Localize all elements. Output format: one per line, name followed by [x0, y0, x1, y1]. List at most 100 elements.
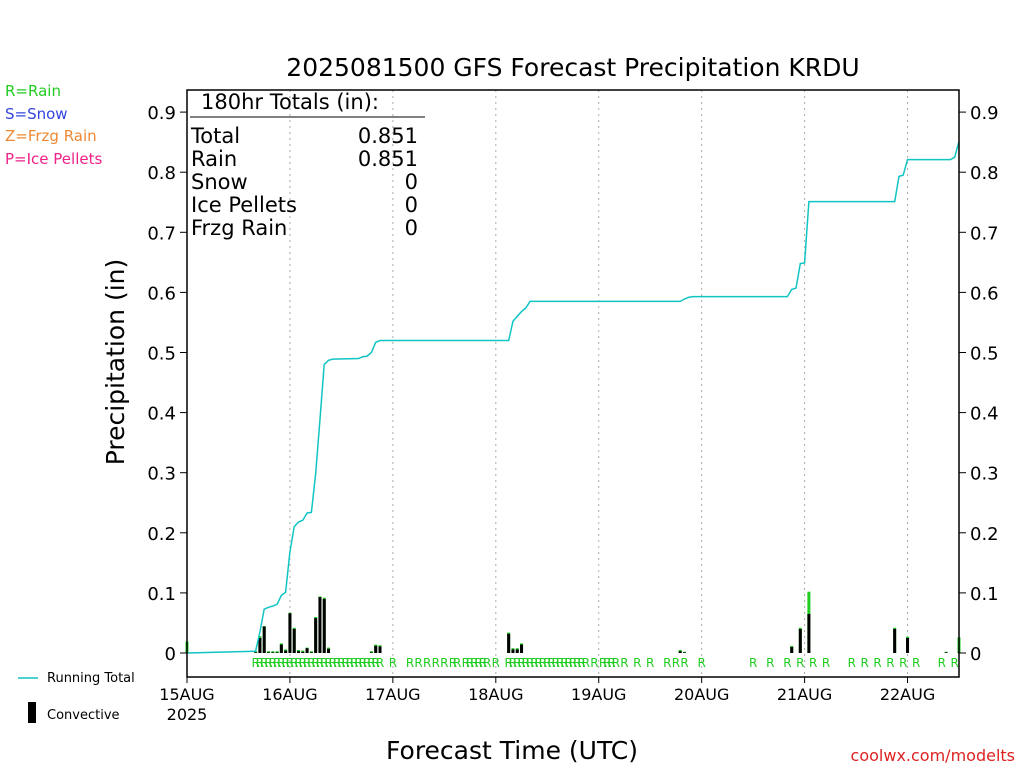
precip-type-marker: R	[307, 656, 315, 670]
precip-type-marker: R	[509, 656, 517, 670]
precip-type-marker: R	[462, 656, 470, 670]
rain-bar	[271, 651, 275, 653]
totals-heading: 180hr Totals (in):	[201, 90, 379, 114]
precip-type-marker: R	[350, 656, 358, 670]
precip-type-marker: R	[449, 656, 457, 670]
convective-bar	[279, 644, 283, 653]
y-tick-label-left: 0.8	[147, 163, 176, 184]
precip-type-marker: R	[796, 656, 804, 670]
y-tick-label-left: 0.9	[147, 103, 176, 124]
precip-type-marker: R	[440, 656, 448, 670]
convective-legend-swatch	[28, 702, 36, 723]
totals-value-ice-pellets: 0	[405, 193, 418, 217]
y-tick-label-right: 0.3	[970, 464, 999, 485]
precip-type-marker: R	[663, 656, 671, 670]
y-axis-label: Precipitation (in)	[101, 259, 130, 466]
running-total-line	[186, 141, 960, 654]
precip-type-marker: R	[547, 656, 555, 670]
convective-bar	[266, 652, 270, 653]
precip-type-marker: R	[337, 656, 345, 670]
totals-label-snow: Snow	[191, 170, 248, 194]
precip-type-marker: R	[633, 656, 641, 670]
precip-type-marker: R	[504, 656, 512, 670]
precip-type-marker: R	[290, 656, 298, 670]
convective-bar	[683, 652, 687, 653]
convective-bar	[515, 649, 519, 653]
precip-type-marker: R	[324, 656, 332, 670]
precip-type-marker: R	[680, 656, 688, 670]
precip-type-marker: R	[432, 656, 440, 670]
totals-value-snow: 0	[405, 170, 418, 194]
precip-type-marker: R	[556, 656, 564, 670]
y-tick-label-right: 0	[970, 644, 981, 665]
precip-type-marker: R	[607, 656, 615, 670]
y-tick-label-left: 0.4	[147, 404, 176, 425]
precip-type-marker: R	[848, 656, 856, 670]
precip-type-marker: R	[342, 656, 350, 670]
totals-box: 180hr Totals (in): Total 0.851 Rain 0.85…	[190, 90, 425, 240]
convective-bar	[507, 633, 511, 653]
convective-bar	[327, 648, 331, 653]
x-axis-label: Forecast Time (UTC)	[386, 736, 638, 765]
precip-type-marker: R	[256, 656, 264, 670]
precip-type-marker: R	[569, 656, 577, 670]
y-tick-label-right: 0.7	[970, 223, 999, 244]
legend-rain: R=Rain	[5, 82, 61, 100]
precip-type-marker: R	[320, 656, 328, 670]
precip-type-marker: R	[359, 656, 367, 670]
precip-type-marker: R	[577, 656, 585, 670]
totals-label-ice-pellets: Ice Pellets	[191, 193, 297, 217]
convective-bar	[378, 646, 382, 653]
axes-layer: 0 00.1 0.10.2 0.20.3 0.30.4 0.40.5 0.50.6 0.60.…	[147, 103, 998, 724]
rain-bar	[275, 651, 279, 653]
precip-type-marker: R	[522, 656, 530, 670]
precip-type-marker: R	[539, 656, 547, 670]
x-tick-label: 15AUG	[159, 685, 214, 704]
precip-type-marker: R	[899, 656, 907, 670]
running-total-legend-label: Running Total	[47, 671, 135, 686]
y-tick-label-left: 0	[165, 644, 176, 665]
precip-type-marker: R	[517, 656, 525, 670]
legend-snow: S=Snow	[5, 105, 68, 123]
precip-type-marker: R	[697, 656, 705, 670]
precip-type-marker: R	[552, 656, 560, 670]
precip-type-marker: R	[363, 656, 371, 670]
precip-type-marker: R	[809, 656, 817, 670]
x-tick-label: 21AUG	[777, 685, 832, 704]
precip-type-marker: R	[453, 656, 461, 670]
y-tick-label-left: 0.3	[147, 464, 176, 485]
precip-type-marker: R	[376, 656, 384, 670]
totals-value-total: 0.851	[358, 124, 418, 148]
x-tick-label: 16AUG	[262, 685, 317, 704]
precip-type-marker: R	[294, 656, 302, 670]
convective-bar	[254, 652, 258, 653]
convective-bar	[511, 649, 515, 653]
convective-bar	[322, 598, 326, 653]
precip-type-marker: R	[513, 656, 521, 670]
y-tick-label-right: 0.9	[970, 103, 999, 124]
precip-type-marker: R	[590, 656, 598, 670]
precip-type-marker: R	[333, 656, 341, 670]
site-credit: coolwx.com/modelts	[851, 746, 1015, 765]
x-tick-label: 18AUG	[468, 685, 523, 704]
convective-bar	[309, 652, 313, 653]
precip-type-marker: R	[303, 656, 311, 670]
legend-freezing-rain: Z=Frzg Rain	[5, 127, 97, 145]
precip-type-marker: R	[354, 656, 362, 670]
rain-bar	[369, 651, 373, 653]
precip-type-marker: R	[873, 656, 881, 670]
precip-type-marker: R	[479, 656, 487, 670]
precip-type-marker: R	[483, 656, 491, 670]
precip-type-marker: R	[414, 656, 422, 670]
y-tick-label-right: 0.4	[970, 404, 999, 425]
precip-type-marker: R	[749, 656, 757, 670]
precip-type-marker: R	[286, 656, 294, 670]
legend-left: R=Rain S=Snow Z=Frzg Rain P=Ice Pellets	[5, 82, 102, 168]
convective-bar	[301, 651, 305, 653]
precip-type-marker: R	[822, 656, 830, 670]
precip-type-marker: R	[470, 656, 478, 670]
x-tick-label: 19AUG	[571, 685, 626, 704]
bars-layer	[185, 591, 961, 653]
